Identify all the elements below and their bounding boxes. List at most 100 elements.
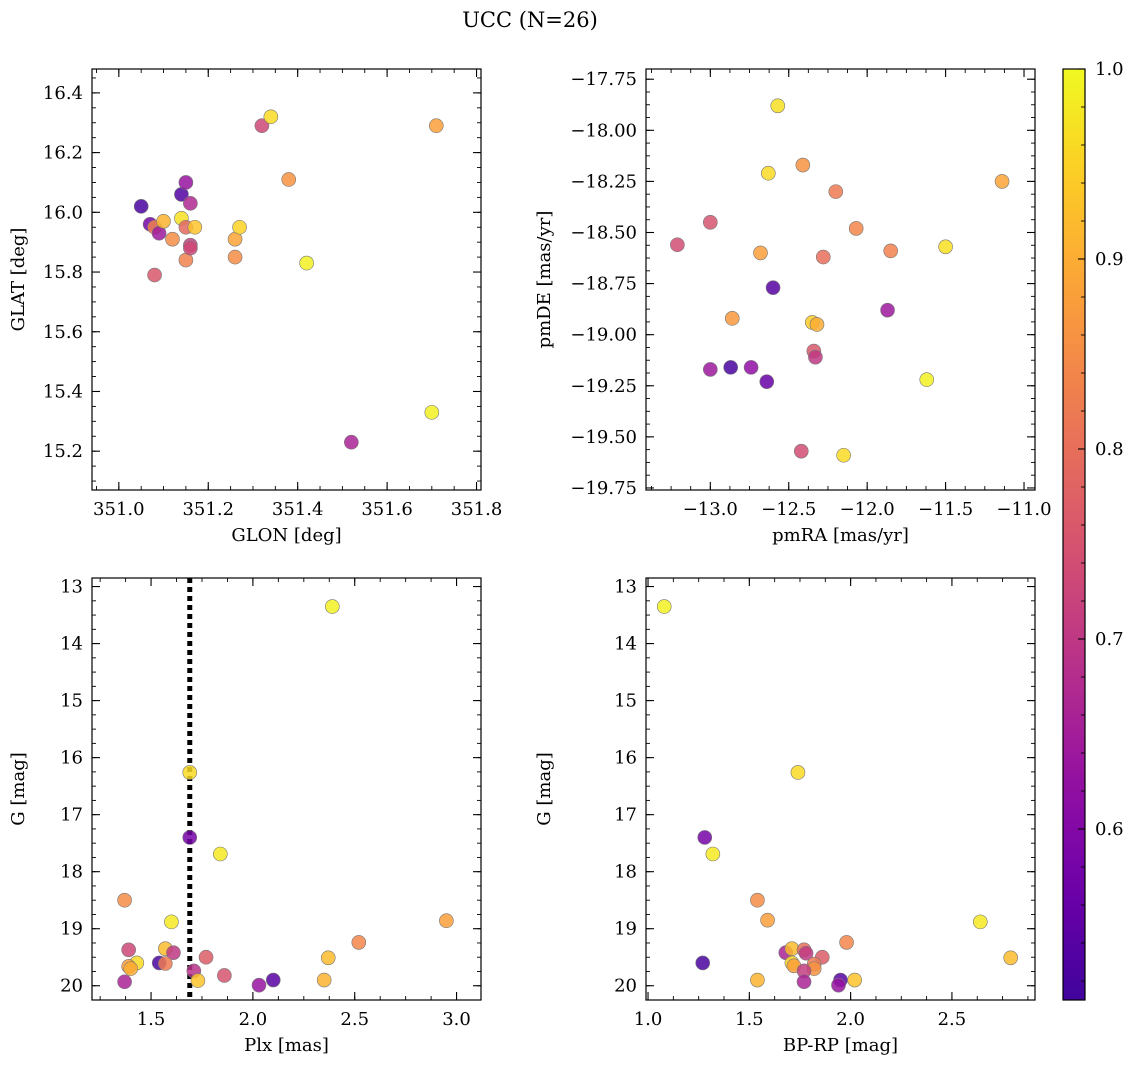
data-point [117,892,132,908]
y-axis-label: GLAT [deg] [8,228,29,332]
data-point [263,109,279,125]
colorbar-tick-label: 0.7 [1095,629,1124,650]
x-tick-label: 1.5 [735,1009,764,1030]
data-point [828,184,844,199]
data-point [759,374,775,389]
data-point [808,349,823,365]
data-point [695,955,711,971]
data-point [320,950,336,966]
data-point [848,221,864,236]
data-point [815,249,831,265]
y-tick-label: 20 [614,976,637,997]
y-tick-label: 19 [60,919,83,940]
data-point [705,846,721,862]
data-point [424,405,440,420]
data-point [254,118,270,134]
x-tick-label: 2.5 [340,1009,369,1030]
data-point [972,914,988,930]
y-tick-label: 13 [614,577,637,598]
x-tick-label: −12.0 [840,499,895,520]
x-tick-label: 3.0 [442,1009,471,1030]
y-tick-label: −18.25 [570,171,637,192]
x-axis-label: GLON [deg] [231,525,341,546]
data-point [770,98,786,114]
y-tick-label: 14 [614,634,637,655]
x-tick-label: 2.5 [938,1009,967,1030]
y-tick-label: 16 [60,748,83,769]
data-point [656,599,672,614]
y-tick-label: 18 [60,862,83,883]
y-tick-label: −17.75 [570,69,637,90]
y-tick-label: 15.2 [43,441,83,462]
data-point [750,972,765,988]
data-point [809,317,825,332]
colorbar-gradient [1063,69,1085,1000]
y-tick-label: 16 [614,748,637,769]
data-point [182,830,198,845]
data-point [183,240,198,256]
x-tick-label: −11.5 [918,499,973,520]
data-point [251,977,267,993]
data-point [784,941,800,956]
y-tick-label: 16.4 [43,83,83,104]
y-tick-label: −19.50 [570,427,637,448]
colorbar-tick-label: 0.9 [1095,249,1124,270]
figure-title: UCC (N=26) [462,8,598,32]
proper-motions-panel: −13.0 −12.5 −12.0 −11.5 −11.0 −19.75 −19.50 −19… [534,68,1052,546]
y-tick-label: 15.6 [43,322,83,343]
data-point [743,360,759,375]
data-point [227,249,243,265]
y-tick-label: 19 [614,919,637,940]
colorbar-tick-label: 1.0 [1095,59,1124,80]
data-point [187,219,203,235]
data-point [299,255,314,271]
y-tick-label: 16.0 [43,202,83,223]
data-point [919,372,935,387]
data-point [1003,950,1018,966]
x-tick-label: 351.2 [182,499,234,520]
y-axis-label: pmDE [mas/yr] [534,211,555,349]
y-tick-label: −19.25 [570,376,637,397]
y-tick-label: 15 [614,691,637,712]
x-tick-label: 351.0 [93,499,145,520]
data-point [839,935,854,950]
axes-frame [91,68,482,491]
data-point [723,360,739,375]
data-point [753,245,768,261]
data-point [760,912,775,928]
data-point [765,280,781,295]
y-axis-label: G [mag] [8,752,29,825]
x-axis-label: pmRA [mas/yr] [772,525,909,546]
y-tick-label: −19.00 [570,325,637,346]
data-point [325,599,340,614]
data-point [198,949,214,965]
y-tick-label: 15.8 [43,262,83,283]
data-point [158,956,173,971]
y-tick-label: 17 [60,805,83,826]
y-tick-label: 13 [60,577,83,598]
parallax-magnitude-panel: 1.5 2.0 2.5 3.0 13 14 15 16 17 18 19 20 Plx [mas] G [… [8,577,482,1056]
x-axis-label: Plx [mas] [244,1035,329,1056]
x-tick-label: 351.4 [272,499,324,520]
data-point [761,165,776,181]
colorbar-tick-label: 0.8 [1095,439,1124,460]
data-point [117,974,132,990]
x-tick-label: −11.0 [996,499,1051,520]
data-point [123,961,138,976]
y-tick-label: 16.2 [43,143,83,164]
data-point [147,267,162,283]
data-point [703,214,718,230]
y-tick-label: 15.4 [43,381,83,402]
y-tick-label: −18.50 [570,222,637,243]
data-point [281,172,297,187]
data-point [351,935,367,950]
x-tick-label: 1.5 [137,1009,166,1030]
data-point [182,765,198,780]
data-point [183,196,198,211]
colorbar-tick-label: 0.6 [1095,819,1124,840]
data-point [190,973,206,988]
data-point [831,977,846,993]
data-point [217,968,232,983]
data-point [750,892,765,908]
